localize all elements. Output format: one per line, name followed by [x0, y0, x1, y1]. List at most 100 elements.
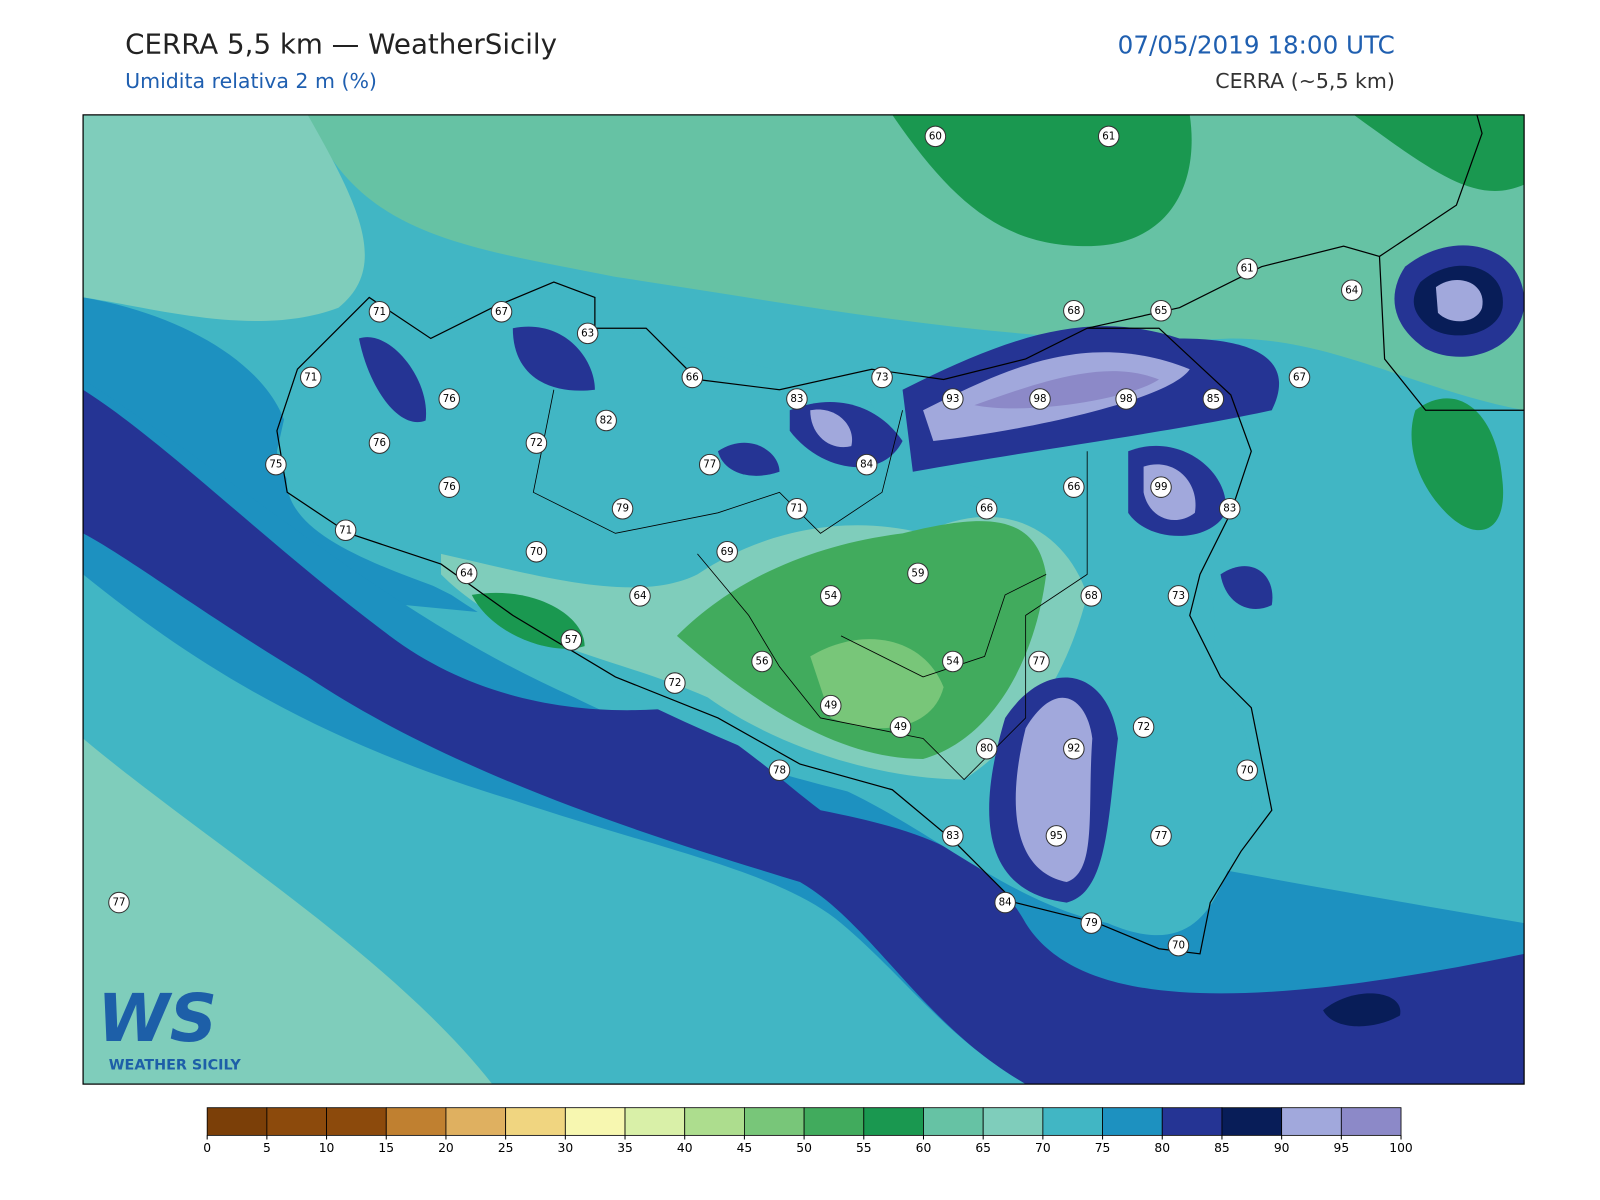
station-value: 64: [460, 567, 473, 579]
station-value: 67: [1293, 371, 1306, 383]
station-marker: [1167, 585, 1190, 607]
station: 98: [1115, 388, 1137, 410]
station-value: 79: [1085, 917, 1098, 929]
station-marker: [975, 497, 998, 520]
station: 83: [786, 388, 808, 410]
station: 82: [595, 409, 617, 432]
station-value: 77: [112, 897, 125, 909]
station: 99: [1150, 476, 1172, 498]
station-value: 76: [443, 481, 456, 493]
station: 64: [455, 562, 478, 585]
colorbar-tick-label: 60: [916, 1141, 932, 1155]
station-value: 80: [980, 743, 993, 755]
station-value: 71: [373, 306, 386, 318]
station-value: 83: [946, 830, 959, 842]
station-marker: [1150, 825, 1172, 847]
station-marker: [820, 585, 842, 607]
station-marker: [490, 301, 513, 323]
station-marker: [1236, 759, 1258, 782]
station-value: 56: [756, 656, 769, 668]
station-marker: [942, 825, 964, 847]
station-marker: [438, 388, 460, 410]
station: 67: [1288, 366, 1311, 389]
station-value: 49: [894, 721, 907, 733]
station-value: 68: [1067, 305, 1080, 317]
station: 59: [907, 562, 929, 585]
station-value: 66: [1067, 481, 1080, 493]
colorbar-tick-label: 25: [498, 1141, 514, 1155]
station-marker: [629, 585, 651, 607]
station-marker: [975, 737, 998, 760]
colorbar-segment: [505, 1107, 566, 1136]
station-value: 77: [1155, 830, 1168, 842]
colorbar-segment: [266, 1107, 327, 1136]
colorbar-segment: [1281, 1107, 1342, 1136]
station: 72: [1132, 716, 1155, 738]
station: 70: [1236, 759, 1258, 782]
colorbar-tick-label: 55: [856, 1141, 872, 1155]
station-value: 82: [600, 415, 613, 427]
colorbar-tick-label: 10: [319, 1141, 335, 1155]
colorbar-tick-label: 65: [975, 1141, 991, 1155]
station: 73: [1167, 585, 1190, 607]
station: 78: [768, 759, 791, 782]
station-value: 60: [929, 130, 942, 142]
station: 49: [820, 694, 842, 717]
station-marker: [368, 432, 391, 454]
colorbar-segment: [1042, 1107, 1103, 1136]
field: [83, 114, 1525, 1085]
station-value: 61: [1241, 263, 1254, 275]
station-value: 70: [530, 546, 543, 558]
colorbar-tick-label: 5: [263, 1141, 271, 1155]
station: 80: [975, 737, 998, 760]
station: 77: [108, 891, 130, 914]
station-marker: [871, 366, 893, 389]
colorbar-segment: [1340, 1107, 1402, 1136]
station-marker: [1218, 497, 1241, 520]
station: 54: [942, 650, 964, 673]
station: 68: [1063, 299, 1085, 322]
station-marker: [1028, 650, 1050, 673]
colorbar-tick-label: 75: [1095, 1141, 1111, 1155]
station-marker: [438, 476, 460, 498]
station-marker: [525, 541, 548, 563]
station: 77: [698, 453, 721, 476]
station-marker: [768, 759, 791, 782]
station-value: 84: [860, 459, 873, 471]
colorbar: 0 5 10 15 20 25 30 35 40 45 50 55 60 65 70 75 80 85 90 95 10…: [203, 1107, 1413, 1155]
station-value: 77: [1032, 656, 1045, 668]
station: 66: [681, 366, 704, 389]
colorbar-tick-label: 95: [1334, 1141, 1350, 1155]
station-value: 75: [269, 459, 282, 471]
colorbar-segment: [326, 1107, 387, 1136]
station-value: 49: [824, 700, 837, 712]
station-value: 54: [824, 590, 837, 602]
station-marker: [595, 409, 617, 432]
station-value: 64: [633, 590, 646, 602]
station-marker: [907, 562, 929, 585]
station-value: 76: [373, 437, 386, 449]
station-marker: [1115, 388, 1137, 410]
station: 67: [490, 301, 513, 323]
station: 57: [560, 629, 583, 651]
colorbar-tick-label: 20: [438, 1141, 454, 1155]
station-marker: [1080, 585, 1103, 607]
station-value: 57: [565, 634, 578, 646]
station-marker: [924, 125, 947, 148]
station: 85: [1202, 388, 1225, 410]
station-value: 71: [339, 524, 352, 536]
colorbar-tick-label: 30: [558, 1141, 574, 1155]
title: CERRA 5,5 km — WeatherSicily: [125, 27, 557, 60]
station-marker: [1063, 476, 1085, 498]
colorbar-tick-label: 70: [1035, 1141, 1051, 1155]
station-marker: [576, 322, 599, 345]
station: 63: [576, 322, 599, 345]
station-value: 99: [1155, 481, 1168, 493]
station: 71: [786, 497, 808, 520]
station: 49: [889, 716, 912, 738]
station-value: 61: [1102, 130, 1115, 142]
map-frame: [82, 114, 1525, 1085]
station-value: 70: [1172, 940, 1185, 952]
station-value: 70: [1241, 764, 1254, 776]
station: 69: [716, 541, 738, 563]
